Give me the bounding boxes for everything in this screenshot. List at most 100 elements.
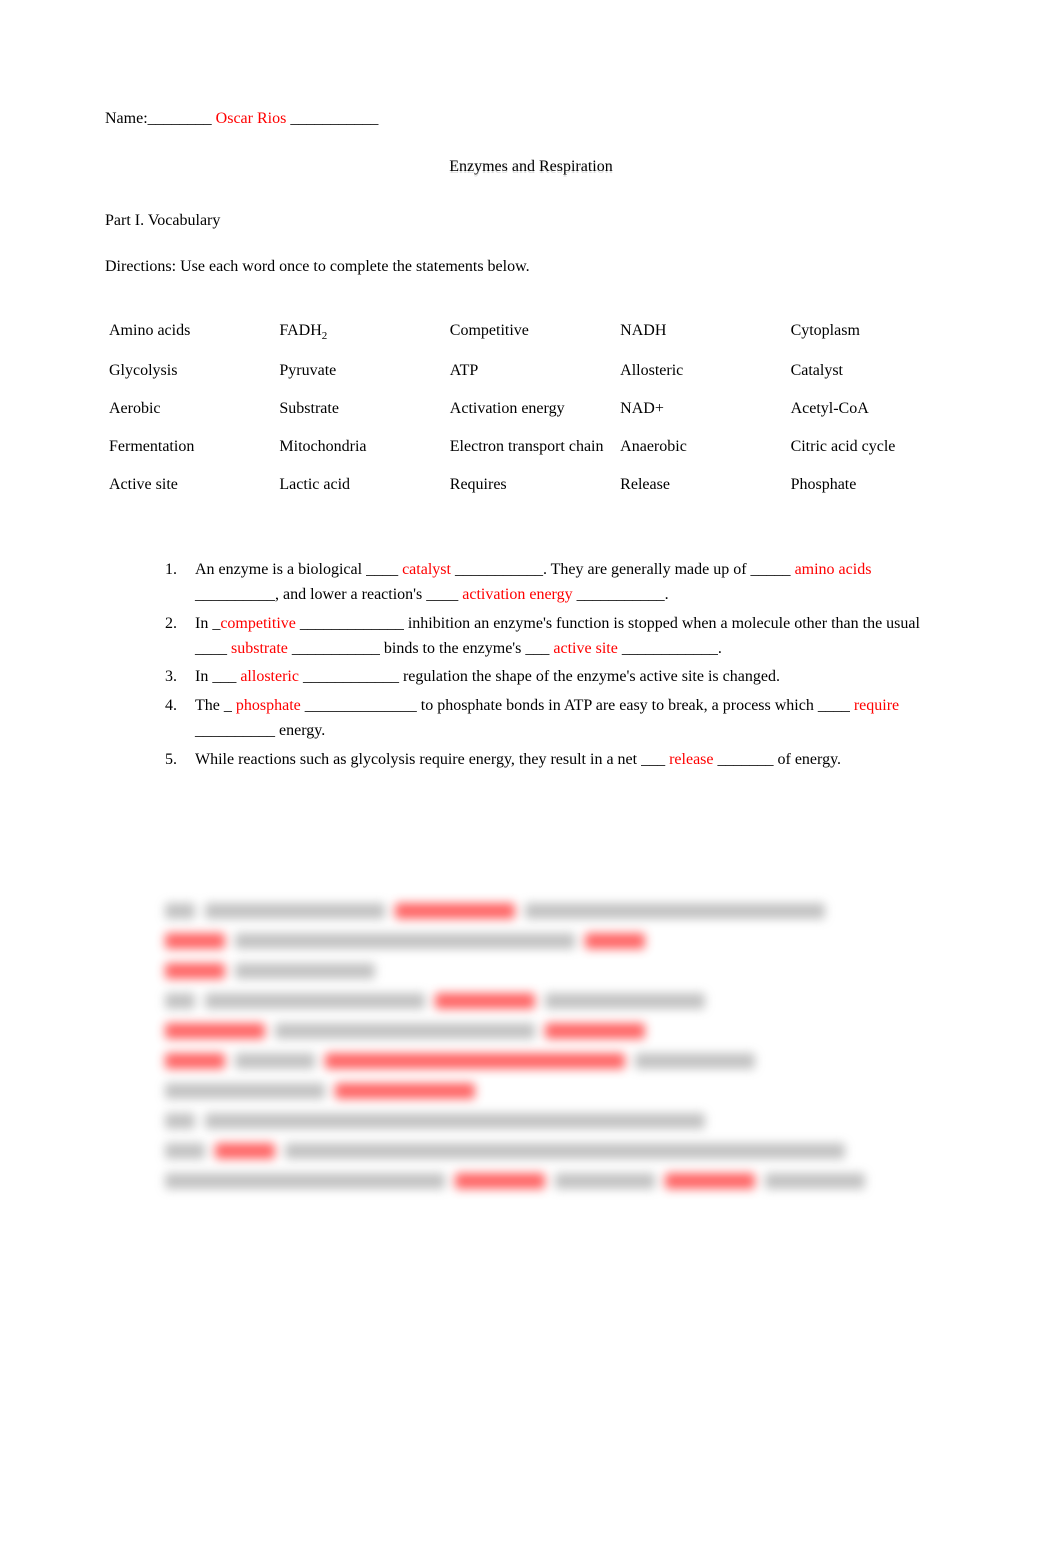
vocab-cell: Fermentation — [105, 428, 275, 466]
answer-text: amino acids — [795, 561, 872, 578]
blurred-segment — [165, 1053, 225, 1069]
blurred-line — [165, 1053, 947, 1075]
blurred-segment — [585, 933, 645, 949]
answer-text: allosteric — [240, 668, 299, 685]
question-body: An enzyme is a biological ____ catalyst … — [195, 558, 947, 608]
blurred-segment — [235, 963, 375, 979]
question-number: 4. — [165, 694, 195, 744]
blurred-line — [165, 903, 947, 925]
blurred-segment — [545, 993, 705, 1009]
question-body: While reactions such as glycolysis requi… — [195, 748, 947, 773]
question-body: In ___ allosteric ____________ regulatio… — [195, 665, 947, 690]
vocab-cell: Aerobic — [105, 390, 275, 428]
blurred-line — [165, 933, 947, 955]
questions-list: 1. An enzyme is a biological ____ cataly… — [105, 558, 957, 772]
question-body: In _competitive _____________ inhibition… — [195, 612, 947, 662]
blurred-segment — [235, 933, 575, 949]
vocab-cell: Active site — [105, 466, 275, 504]
blurred-segment — [335, 1083, 475, 1099]
blurred-segment — [665, 1173, 755, 1189]
directions: Directions: Use each word once to comple… — [105, 258, 957, 276]
name-tail: ___________ — [290, 110, 378, 127]
vocab-cell: Competitive — [446, 312, 616, 352]
blurred-segment — [455, 1173, 545, 1189]
question-text: The _ — [195, 697, 236, 714]
blurred-segment — [165, 1023, 265, 1039]
vocab-cell: FADH2 — [275, 312, 445, 352]
vocab-cell: Activation energy — [446, 390, 616, 428]
question-text: ____________ regulation the shape of the… — [299, 668, 780, 685]
vocab-cell: Citric acid cycle — [787, 428, 957, 466]
question-item: 2.In _competitive _____________ inhibiti… — [165, 612, 947, 662]
blurred-segment — [235, 1053, 315, 1069]
question-text: __________, and lower a reaction's ____ — [195, 586, 462, 603]
vocab-cell: Mitochondria — [275, 428, 445, 466]
blurred-segment — [525, 903, 825, 919]
vocab-cell: Acetyl-CoA — [787, 390, 957, 428]
blurred-segment — [765, 1173, 865, 1189]
question-number: 1. — [165, 558, 195, 608]
blurred-segment — [325, 1053, 625, 1069]
question-text: ___________. — [573, 586, 669, 603]
question-text: _______ of energy. — [718, 751, 842, 768]
blurred-segment — [165, 903, 195, 919]
vocab-cell: Requires — [446, 466, 616, 504]
question-item: 4.The _ phosphate ______________ to phos… — [165, 694, 947, 744]
blurred-segment — [205, 1113, 705, 1129]
blurred-segment — [205, 993, 425, 1009]
blurred-segment — [635, 1053, 755, 1069]
question-body: The _ phosphate ______________ to phosph… — [195, 694, 947, 744]
blurred-line — [165, 1113, 947, 1135]
question-text: An enzyme is a biological ____ — [195, 561, 402, 578]
answer-text: active site — [549, 640, 621, 657]
table-row: Active site Lactic acid Requires Release… — [105, 466, 957, 504]
answer-text: phosphate — [236, 697, 301, 714]
vocab-cell: Amino acids — [105, 312, 275, 352]
answer-text: release — [665, 751, 717, 768]
question-text: In _ — [195, 615, 220, 632]
blurred-line — [165, 993, 947, 1015]
vocab-table: Amino acids FADH2 Competitive NADH Cytop… — [105, 312, 957, 504]
vocab-cell: Phosphate — [787, 466, 957, 504]
blurred-segment — [165, 963, 225, 979]
answer-text: require — [854, 697, 899, 714]
vocab-cell: Allosteric — [616, 352, 786, 390]
blurred-segment — [165, 933, 225, 949]
question-number: 5. — [165, 748, 195, 773]
blurred-line — [165, 1023, 947, 1045]
question-text: ______________ to phosphate bonds in ATP… — [301, 697, 854, 714]
question-item: 1. An enzyme is a biological ____ cataly… — [165, 558, 947, 608]
blurred-segment — [215, 1143, 275, 1159]
blurred-segment — [545, 1023, 645, 1039]
answer-text: competitive — [220, 615, 296, 632]
table-row: Glycolysis Pyruvate ATP Allosteric Catal… — [105, 352, 957, 390]
question-number: 2. — [165, 612, 195, 662]
vocab-cell: Catalyst — [787, 352, 957, 390]
student-name: Oscar Rios — [216, 110, 287, 127]
part-heading: Part I. Vocabulary — [105, 212, 957, 230]
answer-text: activation energy — [462, 586, 572, 603]
vocab-cell: NAD+ — [616, 390, 786, 428]
question-item: 3.In ___ allosteric ____________ regulat… — [165, 665, 947, 690]
blurred-line — [165, 1083, 947, 1105]
question-text: ___________. They are generally made up … — [451, 561, 795, 578]
name-line: Name:________ Oscar Rios ___________ — [105, 110, 957, 128]
blurred-line — [165, 1173, 947, 1195]
vocab-cell: Release — [616, 466, 786, 504]
blurred-segment — [395, 903, 515, 919]
blurred-segment — [165, 993, 195, 1009]
blurred-segment — [165, 1143, 205, 1159]
table-row: Aerobic Substrate Activation energy NAD+… — [105, 390, 957, 428]
table-row: Fermentation Mitochondria Electron trans… — [105, 428, 957, 466]
name-label: Name:________ — [105, 110, 212, 127]
question-number: 3. — [165, 665, 195, 690]
table-row: Amino acids FADH2 Competitive NADH Cytop… — [105, 312, 957, 352]
vocab-cell: Pyruvate — [275, 352, 445, 390]
blurred-line — [165, 963, 947, 985]
answer-text: catalyst — [402, 561, 451, 578]
question-text: __________ energy. — [195, 722, 325, 739]
question-item: 5.While reactions such as glycolysis req… — [165, 748, 947, 773]
vocab-cell: NADH — [616, 312, 786, 352]
question-text: ____________. — [622, 640, 722, 657]
blurred-segment — [555, 1173, 655, 1189]
